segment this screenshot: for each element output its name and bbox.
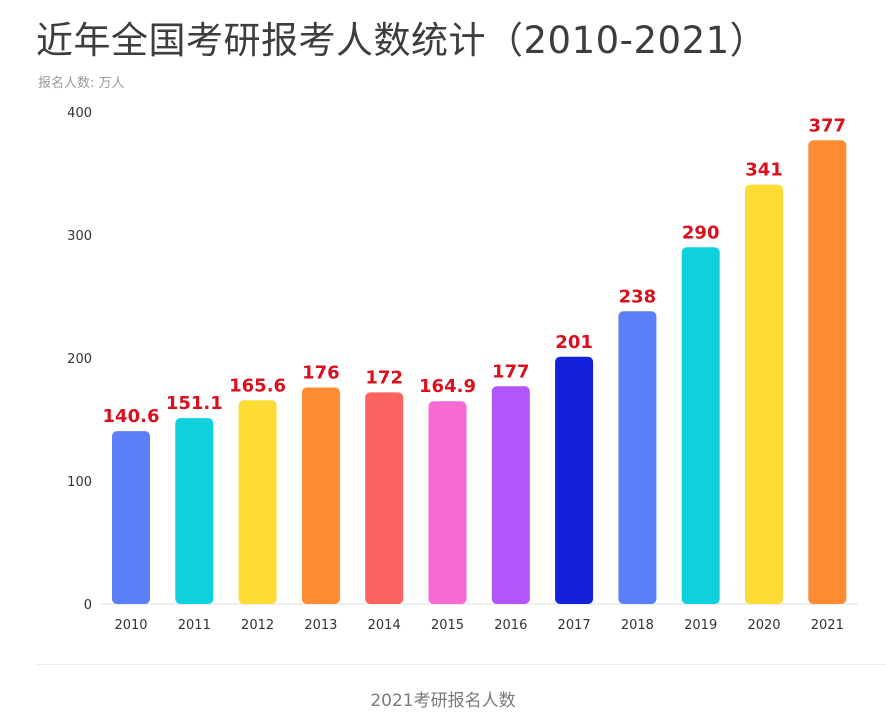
bar-2010: [112, 431, 150, 604]
bar-2018: [618, 311, 657, 604]
x-tick-label-2017: 2017: [558, 618, 591, 633]
y-tick-label: 0: [84, 598, 92, 613]
y-tick-label: 100: [67, 475, 92, 490]
x-tick-label-2020: 2020: [747, 618, 780, 633]
bar-2016: [491, 386, 530, 604]
image-caption: 2021考研报名人数: [370, 691, 516, 711]
value-label-2016: 177: [492, 361, 530, 382]
value-label-2012: 165.6: [229, 375, 286, 396]
x-tick-label-2012: 2012: [241, 618, 274, 633]
y-tick-label: 300: [67, 229, 92, 244]
chart-title: 近年全国考研报考人数统计（2010-2021）: [36, 19, 768, 62]
x-tick-label-2013: 2013: [304, 618, 337, 633]
y-tick-label: 400: [67, 106, 92, 121]
value-label-2014: 172: [365, 367, 403, 388]
bar-2019: [681, 247, 720, 605]
bar-2012: [238, 400, 277, 604]
divider-line: [36, 664, 886, 665]
x-tick-label-2019: 2019: [684, 618, 717, 633]
value-label-2021: 377: [809, 115, 847, 136]
bar-2014: [365, 392, 404, 604]
bars-group: [112, 140, 847, 605]
x-tick-label-2014: 2014: [368, 618, 401, 633]
x-tick-label-2018: 2018: [621, 618, 654, 633]
bar-2011: [175, 418, 214, 604]
x-tick-label-2016: 2016: [494, 618, 527, 633]
value-label-2019: 290: [682, 222, 720, 243]
value-label-2020: 341: [745, 160, 783, 181]
value-label-2015: 164.9: [419, 376, 476, 397]
y-axis-unit-label: 报名人数: 万人: [38, 76, 125, 91]
y-axis: 0 100 200 300 400: [67, 106, 92, 613]
x-axis: 2010 2011 2012 2013 2014 2015 2016 2017 2018 2019…: [114, 618, 843, 633]
bar-2015: [428, 401, 467, 604]
x-tick-label-2011: 2011: [178, 618, 211, 633]
bar-2021: [808, 140, 847, 605]
bar-chart: 0 100 200 300 400 140.6 151.1 165.6 176 172 164.9…: [67, 106, 858, 633]
x-tick-label-2015: 2015: [431, 618, 464, 633]
x-tick-label-2010: 2010: [114, 618, 147, 633]
x-tick-label-2021: 2021: [811, 618, 844, 633]
y-tick-label: 200: [67, 352, 92, 367]
bar-2020: [745, 184, 783, 604]
value-label-2018: 238: [619, 286, 657, 307]
bar-2017: [555, 356, 594, 604]
value-label-2017: 201: [555, 332, 593, 353]
value-label-2011: 151.1: [166, 393, 223, 414]
bar-2013: [301, 387, 340, 604]
value-label-2013: 176: [302, 363, 340, 384]
value-labels-group: 140.6 151.1 165.6 176 172 164.9 177 201 238 290 34…: [103, 115, 847, 427]
value-label-2010: 140.6: [103, 406, 160, 427]
